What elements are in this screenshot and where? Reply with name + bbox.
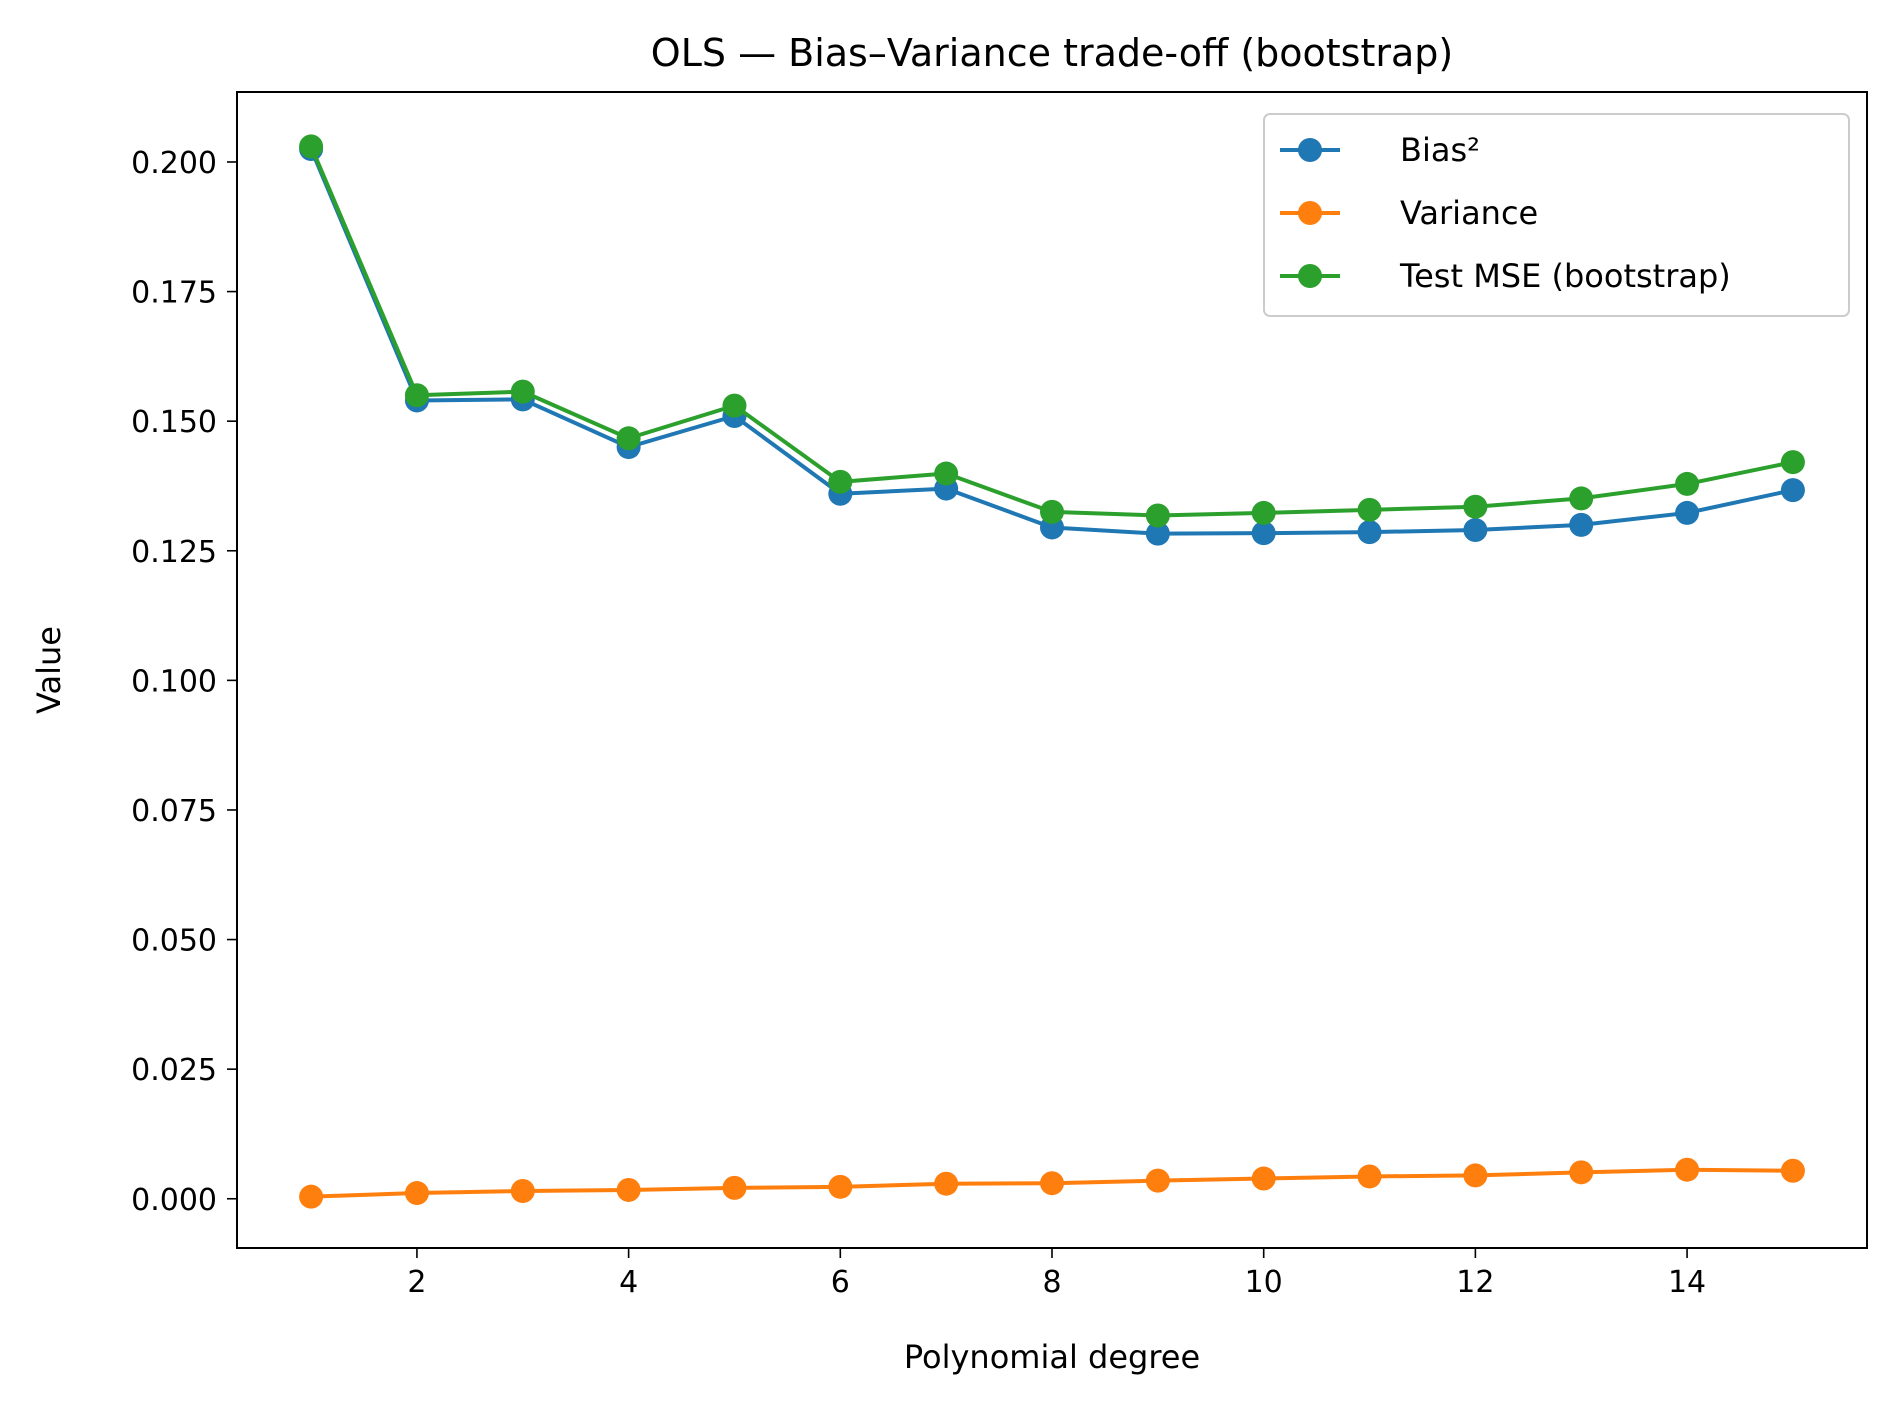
- data-point: [1569, 512, 1594, 537]
- legend-marker: [1298, 264, 1322, 288]
- series-2: [299, 1157, 1805, 1209]
- y-tick-label: 0.200: [131, 146, 217, 181]
- legend: Bias² Variance Test MSE (bootstrap): [1263, 113, 1850, 317]
- y-tick-label: 0.125: [131, 535, 217, 570]
- x-tick-label: 6: [831, 1265, 850, 1300]
- data-point: [404, 383, 429, 408]
- y-axis-label: Value: [30, 626, 68, 714]
- y-axis: 0.000 0.025 0.050 0.075 0.100 0.125 0.150 0.175…: [131, 146, 237, 1218]
- data-point: [1357, 520, 1382, 545]
- legend-label: Test MSE (bootstrap): [1399, 257, 1731, 295]
- data-point: [616, 1177, 641, 1202]
- data-point: [1569, 486, 1594, 511]
- data-point: [299, 1184, 324, 1209]
- data-point: [1463, 518, 1488, 543]
- y-tick-label: 0.150: [131, 405, 217, 440]
- data-point: [1251, 1166, 1276, 1191]
- y-tick-label: 0.025: [131, 1053, 217, 1088]
- legend-label: Bias²: [1400, 131, 1480, 169]
- data-point: [722, 1175, 747, 1200]
- data-point: [1569, 1160, 1594, 1185]
- data-point: [404, 1181, 429, 1206]
- x-axis: 2 4 6 8 10 12 14: [407, 1248, 1706, 1300]
- data-point: [828, 1174, 853, 1199]
- y-tick-label: 0.075: [131, 794, 217, 829]
- data-point: [616, 426, 641, 451]
- legend-marker: [1298, 138, 1322, 162]
- legend-marker: [1298, 201, 1322, 225]
- series-3: [299, 134, 1805, 528]
- data-point: [1251, 500, 1276, 525]
- data-point: [934, 1171, 959, 1196]
- x-tick-label: 4: [619, 1265, 638, 1300]
- data-point: [1357, 1164, 1382, 1189]
- x-tick-label: 10: [1245, 1265, 1283, 1300]
- legend-label: Variance: [1400, 194, 1538, 232]
- chart-title: OLS — Bias–Variance trade-off (bootstrap…: [651, 31, 1453, 75]
- data-point: [510, 1178, 535, 1203]
- legend-entry: Variance: [1280, 194, 1538, 232]
- data-point: [1675, 500, 1700, 525]
- x-tick-label: 8: [1042, 1265, 1061, 1300]
- data-point: [1780, 1158, 1805, 1183]
- y-tick-label: 0.000: [131, 1183, 217, 1218]
- data-point: [1040, 1171, 1064, 1196]
- legend-box: [1263, 113, 1850, 317]
- data-point: [1463, 494, 1488, 519]
- data-point: [1675, 1157, 1700, 1182]
- x-tick-label: 12: [1456, 1265, 1494, 1300]
- legend-entry: Test MSE (bootstrap): [1280, 257, 1731, 295]
- x-axis-label: Polynomial degree: [904, 1338, 1200, 1376]
- legend-entry: Bias²: [1280, 131, 1480, 169]
- data-point: [299, 134, 324, 159]
- data-point: [1145, 503, 1170, 528]
- x-tick-label: 2: [407, 1265, 426, 1300]
- data-point: [1251, 521, 1276, 546]
- data-point: [722, 393, 747, 418]
- data-point: [1675, 471, 1700, 496]
- y-tick-label: 0.100: [131, 664, 217, 699]
- data-point: [510, 379, 535, 404]
- data-point: [1780, 478, 1805, 503]
- data-point: [934, 461, 959, 486]
- data-point: [828, 469, 853, 494]
- y-tick-label: 0.050: [131, 924, 217, 959]
- data-point: [1463, 1163, 1488, 1188]
- x-tick-label: 14: [1668, 1265, 1706, 1300]
- data-point: [1357, 497, 1382, 522]
- data-point: [1145, 521, 1170, 546]
- data-point: [1145, 1168, 1170, 1193]
- data-point: [1040, 499, 1064, 524]
- data-point: [1780, 450, 1805, 475]
- y-tick-label: 0.175: [131, 276, 217, 311]
- plot-area: [236, 91, 1868, 1249]
